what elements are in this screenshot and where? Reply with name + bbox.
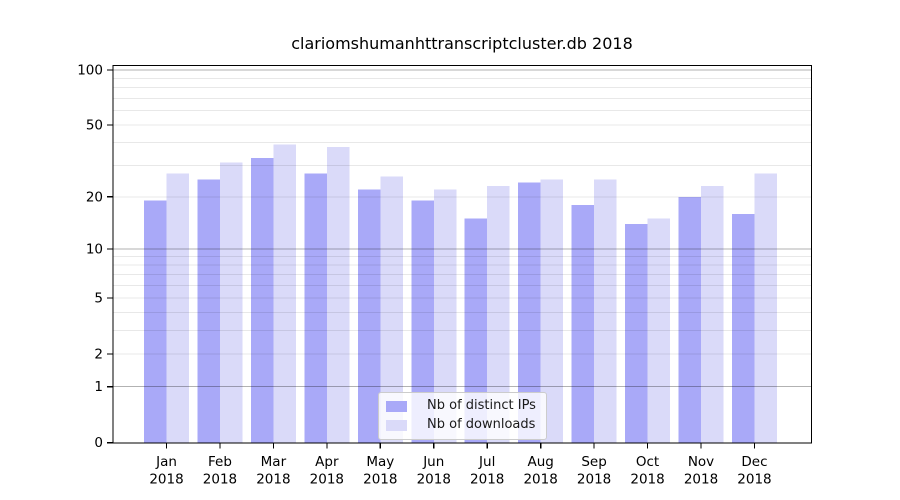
bar-downloads-aug xyxy=(540,179,564,443)
bar-ips-jun xyxy=(411,200,434,443)
x-label-month-jun: Jun xyxy=(422,454,444,470)
bar-ips-jan xyxy=(144,200,167,443)
bar-downloads-dec xyxy=(754,173,777,443)
x-label-year-jul: 2018 xyxy=(470,472,504,488)
x-label-month-apr: Apr xyxy=(315,454,339,470)
bar-ips-dec xyxy=(731,213,755,443)
x-label-year-mar: 2018 xyxy=(256,472,290,488)
x-label-year-feb: 2018 xyxy=(203,472,237,488)
x-label-month-oct: Oct xyxy=(636,454,659,470)
bar-ips-aug xyxy=(518,182,541,443)
x-label-month-feb: Feb xyxy=(208,454,232,470)
bar-ips-sep xyxy=(571,204,595,443)
y-tick-label-0: 0 xyxy=(94,435,103,451)
legend-item-distinct-ips: Nb of distinct IPs xyxy=(386,398,536,414)
x-label-month-sep: Sep xyxy=(581,454,606,470)
bar-ips-mar xyxy=(250,157,274,444)
plot-box xyxy=(112,64,813,444)
bar-downloads-may xyxy=(380,176,403,443)
x-label-month-aug: Aug xyxy=(527,454,553,470)
bar-downloads-mar xyxy=(273,144,296,443)
bar-downloads-oct xyxy=(647,218,671,443)
x-label-year-sep: 2018 xyxy=(577,472,611,488)
y-tick-label-10: 10 xyxy=(86,242,103,258)
legend-label-downloads: Nb of downloads xyxy=(427,417,536,432)
bar-downloads-jun xyxy=(433,189,457,443)
x-label-month-mar: Mar xyxy=(261,454,287,470)
y-tick-label-100: 100 xyxy=(77,62,103,78)
y-tick-label-1: 1 xyxy=(94,379,103,395)
x-label-month-jan: Jan xyxy=(155,454,177,470)
legend: Nb of distinct IPs Nb of downloads xyxy=(378,392,547,440)
legend-label-distinct-ips: Nb of distinct IPs xyxy=(427,398,536,413)
x-label-year-nov: 2018 xyxy=(684,472,718,488)
bar-ips-feb xyxy=(197,179,220,443)
bar-ips-apr xyxy=(304,173,327,443)
x-label-year-jan: 2018 xyxy=(149,472,183,488)
x-label-month-jul: Jul xyxy=(478,454,495,470)
bar-downloads-nov xyxy=(701,185,724,443)
x-label-year-may: 2018 xyxy=(363,472,397,488)
x-label-month-nov: Nov xyxy=(688,454,714,470)
y-tick-label-5: 5 xyxy=(94,290,103,306)
bar-downloads-feb xyxy=(219,162,243,443)
bar-downloads-jul xyxy=(487,185,510,443)
bar-downloads-sep xyxy=(594,179,617,443)
y-tick-label-50: 50 xyxy=(86,118,103,134)
x-label-year-dec: 2018 xyxy=(737,472,771,488)
grid-layer xyxy=(113,69,812,388)
bar-downloads-jan xyxy=(166,173,189,443)
bar-ips-may xyxy=(357,189,381,443)
x-label-year-jun: 2018 xyxy=(417,472,451,488)
y-tick-label-2: 2 xyxy=(94,346,103,362)
chart-title: clariomshumanhttranscriptcluster.db 2018 xyxy=(291,34,633,53)
x-label-month-dec: Dec xyxy=(741,454,767,470)
bars-layer xyxy=(144,144,777,444)
bar-ips-nov xyxy=(678,196,701,443)
axes-layer: 0 1 2 5 10 20 50 100 Jan 2018 Feb 2018 Mar 2018 Apr 201… xyxy=(77,62,813,488)
legend-swatch-distinct-ips xyxy=(386,400,407,412)
x-label-month-may: May xyxy=(366,454,394,470)
bar-ips-oct xyxy=(625,223,648,443)
legend-item-downloads: Nb of downloads xyxy=(386,417,536,433)
x-label-year-aug: 2018 xyxy=(523,472,557,488)
y-tick-label-20: 20 xyxy=(86,189,103,205)
x-label-year-oct: 2018 xyxy=(630,472,664,488)
bar-ips-jul xyxy=(464,218,488,443)
x-label-year-apr: 2018 xyxy=(310,472,344,488)
bar-downloads-apr xyxy=(326,146,350,444)
legend-swatch-downloads xyxy=(386,419,407,431)
